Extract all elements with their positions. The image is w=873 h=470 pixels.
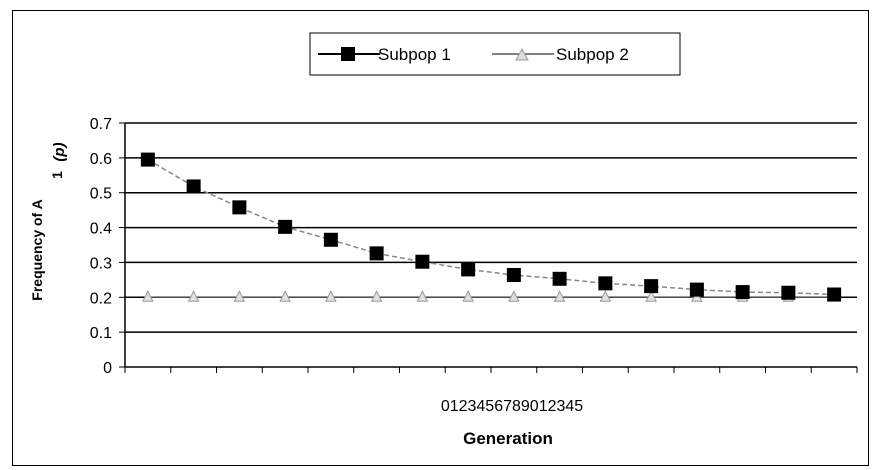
data-point-subpop-2: [234, 291, 244, 301]
data-point-subpop-1: [324, 233, 338, 247]
x-axis-ticks: [125, 367, 857, 373]
y-axis-ticks: 0 0.1 0.2 0.3 0.4 0.5 0.6 0.7: [90, 116, 125, 377]
data-point-subpop-2: [372, 291, 382, 301]
data-point-subpop-1: [187, 179, 201, 193]
data-point-subpop-1: [278, 220, 292, 234]
data-point-subpop-2: [417, 291, 427, 301]
y-tick-label: 0.1: [90, 325, 112, 342]
data-point-subpop-2: [280, 291, 290, 301]
data-point-subpop-1: [736, 285, 750, 299]
data-point-subpop-2: [555, 291, 565, 301]
y-tick-label: 0.6: [90, 151, 112, 168]
data-point-subpop-1: [507, 268, 521, 282]
data-point-subpop-1: [553, 272, 567, 286]
data-point-subpop-1: [690, 283, 704, 297]
data-point-subpop-2: [509, 291, 519, 301]
data-point-subpop-2: [189, 291, 199, 301]
x-axis-title: Generation: [463, 429, 553, 448]
y-axis-title-subscript: 1: [49, 171, 65, 179]
y-tick-label: 0.7: [90, 116, 112, 133]
y-tick-label: 0.4: [90, 221, 112, 238]
legend: Subpop 1 Subpop 2: [310, 33, 680, 75]
data-point-subpop-2: [600, 291, 610, 301]
y-tick-label: 0.2: [90, 290, 112, 307]
data-point-subpop-1: [598, 276, 612, 290]
y-tick-label: 0.3: [90, 255, 112, 272]
x-tick-labels: 0123456789012345: [441, 398, 583, 415]
data-point-subpop-2: [326, 291, 336, 301]
data-point-subpop-1: [781, 286, 795, 300]
y-axis-title-text: Frequency of A: [29, 199, 45, 300]
legend-label-subpop-2: Subpop 2: [556, 45, 629, 64]
data-point-subpop-2: [463, 291, 473, 301]
legend-marker-subpop-1: [341, 47, 355, 61]
data-point-subpop-1: [644, 279, 658, 293]
data-point-subpop-1: [415, 255, 429, 269]
data-point-subpop-2: [143, 291, 153, 301]
y-axis-title-suffix: (p): [51, 142, 68, 161]
y-tick-label: 0.5: [90, 186, 112, 203]
data-point-subpop-1: [141, 153, 155, 167]
legend-label-subpop-1: Subpop 1: [378, 45, 451, 64]
data-point-subpop-1: [461, 262, 475, 276]
data-point-subpop-1: [370, 246, 384, 260]
data-point-subpop-1: [232, 200, 246, 214]
y-tick-label: 0: [103, 360, 112, 377]
data-point-subpop-1: [827, 287, 841, 301]
y-axis-title: Frequency of A: [29, 199, 45, 300]
